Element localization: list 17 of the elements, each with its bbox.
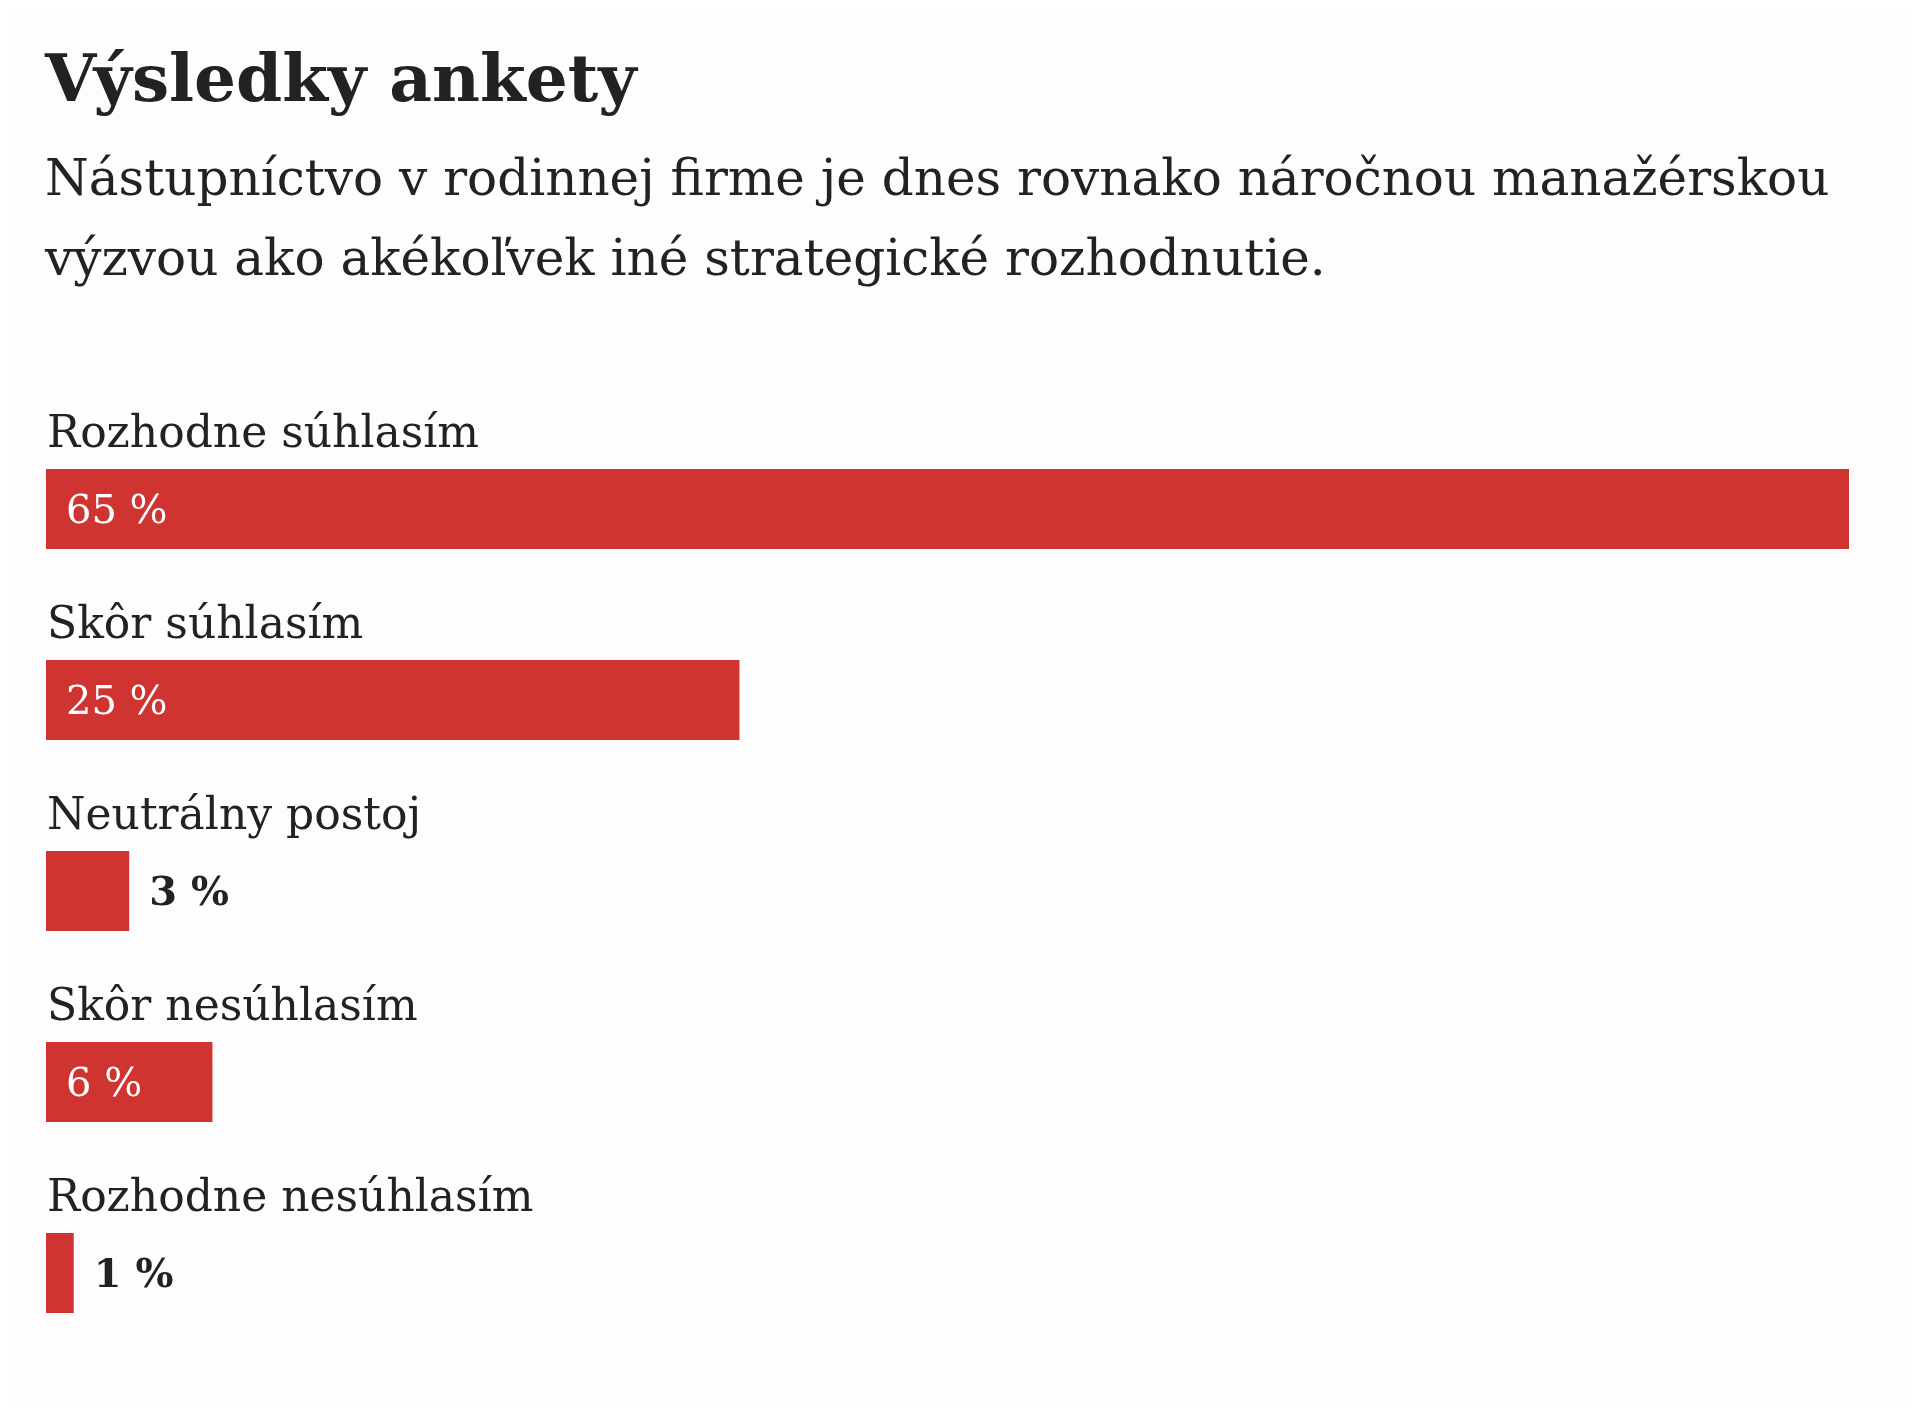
data-label: 65 % [66, 486, 168, 532]
y-tick-label: Rozhodne súhlasím [47, 405, 480, 457]
bar [46, 469, 1849, 549]
bar [46, 660, 740, 740]
y-tick-label: Skôr súhlasím [47, 596, 364, 648]
data-label: 25 % [66, 677, 168, 723]
chart-subtitle: Nástupníctvo v rodinnej firme je dnes rovnako náročnou manažérskou výzvou ako akékoľvek iné strategické rozhodnutie. [45, 148, 1831, 289]
data-label: 1 % [93, 1249, 174, 1296]
y-tick-label: Skôr nesúhlasím [47, 978, 418, 1030]
data-label: 3 % [149, 867, 229, 914]
y-tick-label: Rozhodne nesúhlasím [47, 1169, 534, 1221]
bar [46, 851, 130, 931]
bar [46, 1042, 213, 1122]
chart-title: Výsledky ankety [45, 38, 640, 118]
y-tick-label: Neutrálny postoj [47, 787, 422, 839]
data-label: 6 % [66, 1059, 143, 1105]
bar [46, 1233, 74, 1313]
